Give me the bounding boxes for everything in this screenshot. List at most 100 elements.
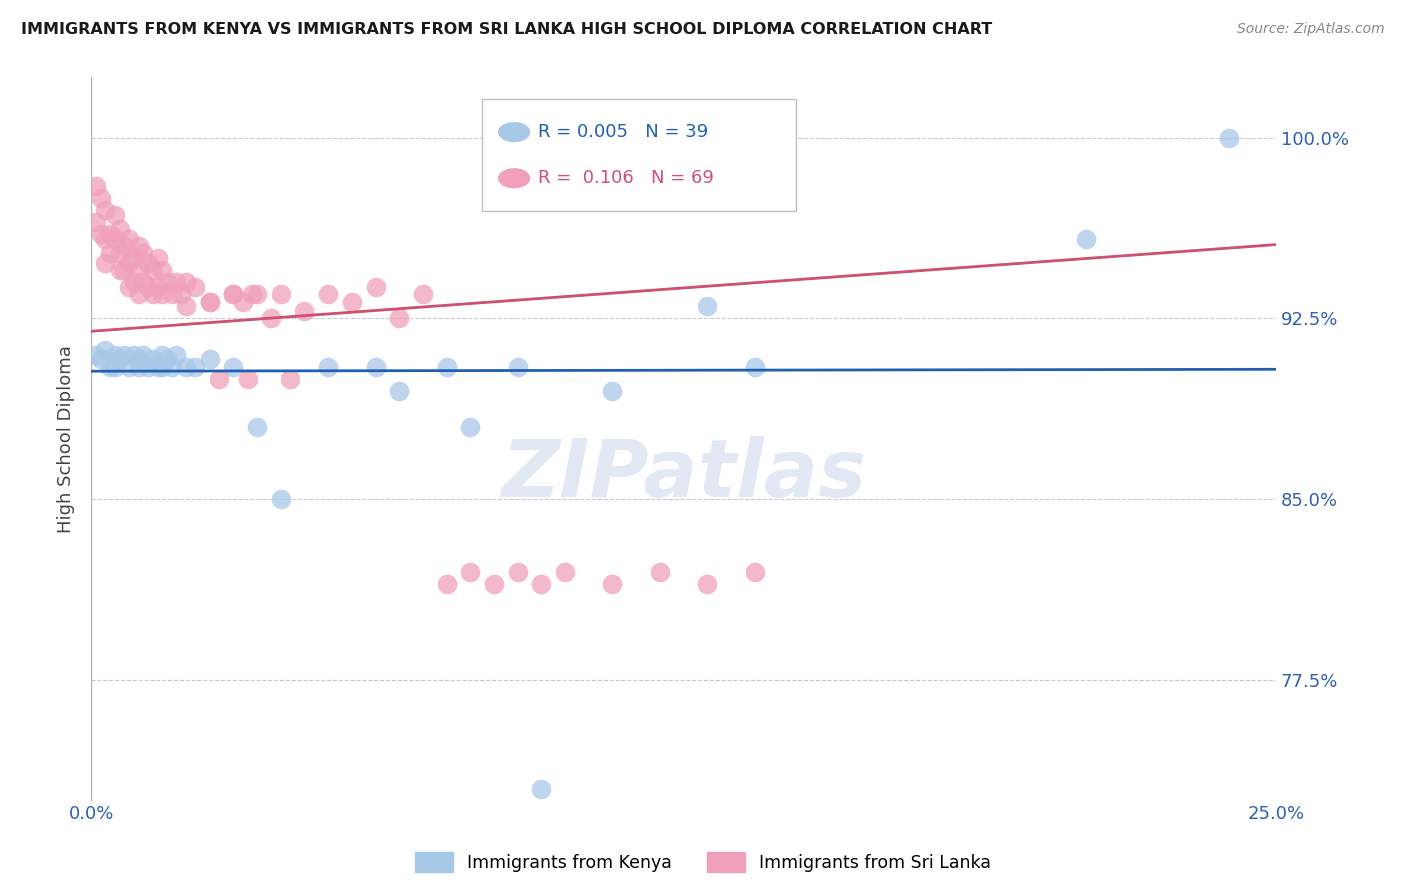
Point	[146, 252, 169, 266]
Point	[146, 280, 169, 294]
Point	[174, 359, 197, 374]
Point	[142, 287, 165, 301]
Point	[696, 300, 718, 314]
Point	[316, 359, 339, 374]
Point	[530, 576, 553, 591]
Legend: Immigrants from Kenya, Immigrants from Sri Lanka: Immigrants from Kenya, Immigrants from S…	[408, 845, 998, 879]
Point	[108, 263, 131, 277]
Point	[84, 215, 107, 229]
Point	[104, 348, 127, 362]
Text: Source: ZipAtlas.com: Source: ZipAtlas.com	[1237, 22, 1385, 37]
Point	[98, 227, 121, 241]
Point	[506, 359, 529, 374]
Point	[128, 359, 150, 374]
Point	[1076, 232, 1098, 246]
Point	[554, 565, 576, 579]
FancyBboxPatch shape	[482, 99, 796, 211]
Point	[156, 352, 179, 367]
Text: R =  0.106   N = 69: R = 0.106 N = 69	[538, 169, 714, 187]
Point	[506, 565, 529, 579]
Point	[174, 276, 197, 290]
Point	[198, 294, 221, 309]
Point	[340, 294, 363, 309]
Point	[458, 565, 481, 579]
Point	[412, 287, 434, 301]
Point	[246, 287, 269, 301]
Point	[388, 311, 411, 326]
Point	[132, 246, 155, 260]
Point	[236, 372, 259, 386]
Point	[108, 246, 131, 260]
Point	[118, 280, 141, 294]
Point	[198, 294, 221, 309]
Point	[90, 227, 112, 241]
Point	[146, 359, 169, 374]
Point	[112, 263, 135, 277]
Point	[136, 280, 159, 294]
Text: R = 0.005   N = 39: R = 0.005 N = 39	[538, 123, 709, 141]
Point	[84, 348, 107, 362]
Point	[128, 239, 150, 253]
Point	[98, 246, 121, 260]
Point	[90, 352, 112, 367]
Point	[104, 359, 127, 374]
Point	[104, 232, 127, 246]
Point	[436, 359, 458, 374]
Point	[108, 222, 131, 236]
Circle shape	[499, 169, 530, 187]
Point	[118, 256, 141, 270]
Point	[1218, 130, 1240, 145]
Point	[208, 372, 231, 386]
Point	[240, 287, 263, 301]
Point	[94, 202, 117, 217]
Point	[122, 348, 145, 362]
Point	[744, 565, 766, 579]
Point	[142, 352, 165, 367]
Point	[166, 276, 188, 290]
Point	[278, 372, 301, 386]
Point	[436, 576, 458, 591]
Point	[136, 256, 159, 270]
Point	[246, 420, 269, 434]
Circle shape	[499, 123, 530, 142]
Point	[744, 359, 766, 374]
Point	[648, 565, 671, 579]
Point	[232, 294, 254, 309]
Point	[388, 384, 411, 398]
Point	[602, 384, 624, 398]
Point	[150, 263, 173, 277]
Point	[104, 208, 127, 222]
Point	[112, 239, 135, 253]
Point	[270, 287, 292, 301]
Point	[118, 232, 141, 246]
Point	[156, 276, 179, 290]
Point	[222, 287, 245, 301]
Point	[132, 276, 155, 290]
Point	[150, 287, 173, 301]
Point	[160, 359, 183, 374]
Point	[128, 287, 150, 301]
Point	[166, 348, 188, 362]
Point	[128, 352, 150, 367]
Point	[150, 348, 173, 362]
Point	[150, 359, 173, 374]
Point	[160, 287, 183, 301]
Point	[94, 343, 117, 357]
Point	[142, 263, 165, 277]
Point	[112, 348, 135, 362]
Point	[602, 576, 624, 591]
Point	[222, 287, 245, 301]
Point	[184, 280, 207, 294]
Point	[84, 178, 107, 193]
Point	[364, 359, 387, 374]
Point	[170, 287, 193, 301]
Point	[98, 359, 121, 374]
Point	[458, 420, 481, 434]
Point	[530, 781, 553, 796]
Y-axis label: High School Diploma: High School Diploma	[58, 345, 75, 533]
Point	[482, 576, 505, 591]
Point	[94, 232, 117, 246]
Point	[122, 276, 145, 290]
Point	[136, 359, 159, 374]
Point	[260, 311, 283, 326]
